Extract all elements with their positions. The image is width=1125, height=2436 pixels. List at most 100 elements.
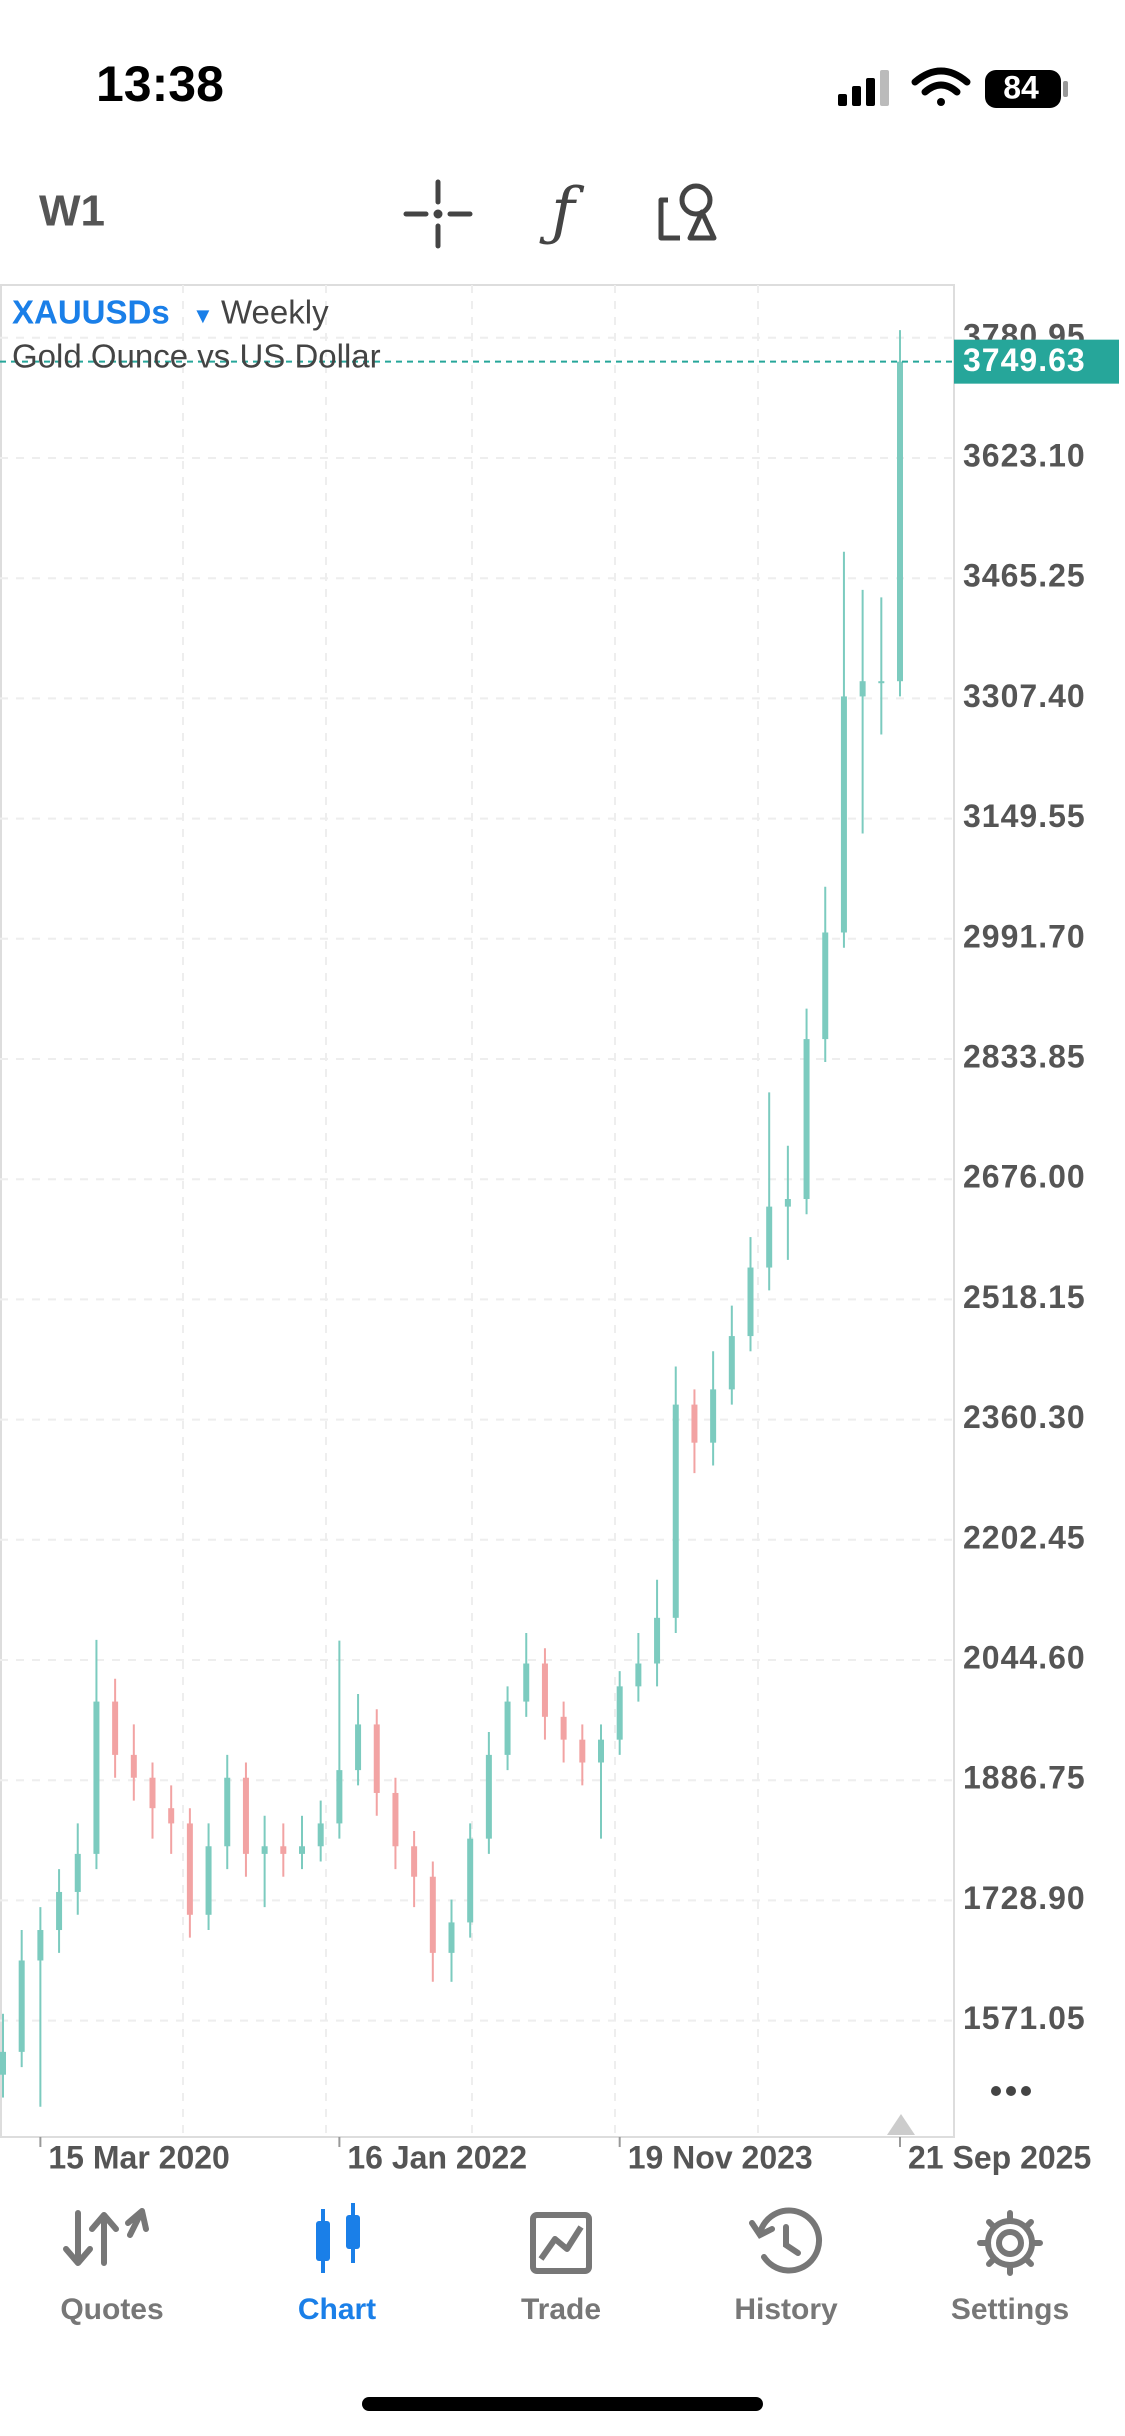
battery-tip — [1063, 81, 1068, 97]
tab-icon — [316, 2203, 360, 2273]
home-indicator — [362, 2397, 763, 2411]
crosshair-button[interactable] — [403, 179, 473, 249]
period: Weekly — [221, 294, 329, 331]
candle-body — [840, 696, 847, 933]
candle-body — [560, 1716, 567, 1740]
candle-body — [242, 1777, 249, 1854]
candle-body — [355, 1724, 362, 1771]
x-tick-label: 21 Sep 2025 — [908, 2139, 1091, 2175]
icon-part — [757, 2207, 823, 2274]
icon-part — [316, 2203, 360, 2273]
candle-body — [579, 1739, 586, 1763]
tab-icon — [749, 2207, 823, 2274]
y-tick-label: 2360.30 — [963, 1399, 1086, 1435]
candle-body — [93, 1701, 100, 1854]
candle-body — [373, 1724, 380, 1793]
candle-body — [224, 1777, 231, 1847]
wifi-icon — [911, 67, 971, 106]
candle-body — [280, 1846, 287, 1854]
battery-icon — [985, 70, 1061, 108]
y-tick-label: 2518.15 — [963, 1279, 1086, 1315]
icon-part — [530, 2212, 592, 2274]
tab-icon — [63, 2208, 149, 2266]
candle-body — [541, 1663, 548, 1717]
symbol-dropdown[interactable]: ▼ — [192, 303, 214, 328]
icon-part — [977, 2210, 1043, 2276]
candle-body — [74, 1853, 81, 1892]
y-tick-label: 1886.75 — [963, 1760, 1086, 1796]
candle-body — [598, 1739, 604, 1763]
candle-body — [411, 1846, 418, 1877]
y-tick-label: 2044.60 — [963, 1639, 1086, 1675]
candle-body — [149, 1777, 156, 1809]
scroll-marker — [887, 2114, 915, 2135]
candle-body — [299, 1846, 305, 1854]
candle-body — [504, 1701, 511, 1755]
icon-part — [749, 2220, 775, 2239]
candle-body — [261, 1846, 268, 1854]
y-tick-label: 2676.00 — [963, 1159, 1086, 1195]
tab-label[interactable]: Settings — [951, 2293, 1069, 2326]
candle-body — [859, 681, 866, 697]
candle-body — [747, 1267, 754, 1337]
candle-body — [485, 1754, 492, 1839]
tab-label[interactable]: Trade — [521, 2293, 601, 2326]
candle-body — [130, 1754, 137, 1778]
tab-label[interactable]: Chart — [298, 2293, 376, 2326]
candle-body — [897, 361, 903, 682]
objects-button[interactable] — [658, 183, 717, 241]
candle-body — [710, 1389, 717, 1443]
y-tick-label: 1571.05 — [963, 2000, 1086, 2036]
y-tick-label: 3465.25 — [963, 558, 1086, 594]
signal-icon — [838, 70, 889, 106]
y-tick-label: 3307.40 — [963, 678, 1086, 714]
candle-body — [616, 1686, 623, 1740]
symbol[interactable]: XAUUSDs — [12, 294, 170, 331]
candle-body — [803, 1039, 810, 1200]
y-tick-label: 2833.85 — [963, 1038, 1086, 1074]
candle-body — [523, 1663, 530, 1702]
timeframe-button[interactable]: W1 — [39, 187, 105, 236]
more-button[interactable] — [991, 2086, 1031, 2096]
icon-part — [749, 2207, 823, 2274]
tab[interactable]: History — [734, 2207, 838, 2326]
battery-level: 84 — [1003, 69, 1039, 105]
candle-body — [448, 1922, 455, 1953]
y-tick-label: 2991.70 — [963, 918, 1086, 954]
candle-body — [878, 681, 885, 684]
candle-body — [635, 1663, 642, 1687]
candle-body — [18, 1960, 25, 2052]
candle-body — [56, 1891, 63, 1931]
candle-body — [654, 1617, 661, 1664]
candle-body — [37, 1930, 44, 1961]
candle-body — [112, 1701, 119, 1755]
candle-body — [766, 1206, 773, 1268]
candle-body — [186, 1823, 193, 1915]
candle-body — [205, 1846, 212, 1915]
x-tick-label: 15 Mar 2020 — [48, 2139, 229, 2175]
tab[interactable]: Settings — [951, 2210, 1069, 2326]
y-tick-label: 3149.55 — [963, 798, 1086, 834]
candle-body — [728, 1336, 735, 1390]
tab[interactable]: Chart — [298, 2203, 376, 2326]
tab-label[interactable]: History — [734, 2293, 838, 2326]
candle-body — [784, 1199, 791, 1207]
icon-part — [351, 2203, 355, 2263]
tab[interactable]: Quotes — [60, 2208, 164, 2326]
chart-title: Gold Ounce vs US Dollar — [12, 338, 381, 375]
icon-part — [783, 2224, 801, 2256]
tab[interactable]: Trade — [521, 2212, 601, 2326]
clock: 13:38 — [96, 56, 224, 112]
y-tick-label: 3623.10 — [963, 437, 1086, 473]
x-tick-label: 19 Nov 2023 — [628, 2139, 813, 2175]
icon-part — [530, 2212, 592, 2274]
candle-body — [429, 1876, 436, 1953]
icon-part — [63, 2208, 149, 2266]
tab-label[interactable]: Quotes — [60, 2293, 163, 2326]
candle-body — [317, 1823, 324, 1847]
chart-frame — [0, 284, 955, 2138]
candle-body — [467, 1838, 474, 1923]
candle-body — [168, 1808, 175, 1824]
candle-body — [0, 2051, 6, 2075]
